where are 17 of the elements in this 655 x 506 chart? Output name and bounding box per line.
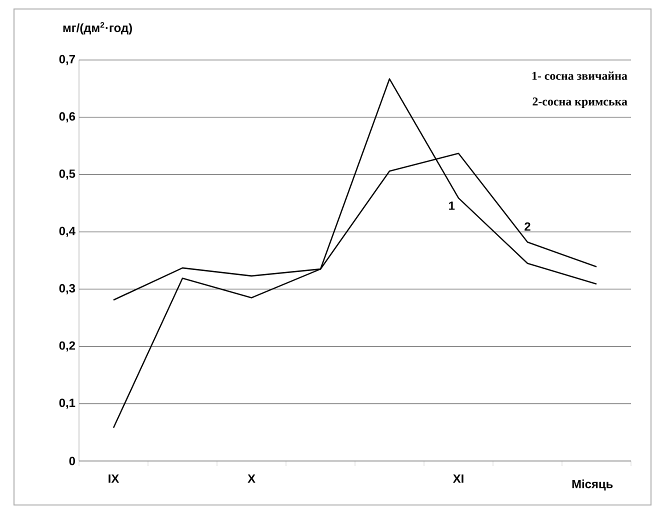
y-tick-label: 0,6	[59, 112, 76, 122]
annotation: 1- сосна звичайна	[532, 72, 628, 80]
y-tick-label: 0,1	[59, 398, 76, 409]
y-tick-label: 0,7	[59, 54, 75, 66]
y-tick-label: 0,2	[59, 341, 76, 352]
series-label: 1	[449, 202, 455, 210]
y-tick-label: 0	[69, 456, 75, 466]
series-label: 2	[524, 222, 530, 231]
x-axis-title: Місяць	[572, 480, 613, 491]
x-tick-label: XI	[452, 474, 464, 483]
y-axis-title: мг/(дм$^{2}$·год)	[63, 22, 132, 34]
annotation: 2-сосна кримська	[532, 98, 628, 108]
y-tick-label: 0,5	[59, 169, 76, 180]
x-tick-label: IX	[108, 474, 120, 483]
y-tick-label: 0,4	[59, 226, 76, 237]
x-tick-label: X	[248, 474, 256, 483]
y-tick-label: 0,3	[59, 284, 76, 294]
